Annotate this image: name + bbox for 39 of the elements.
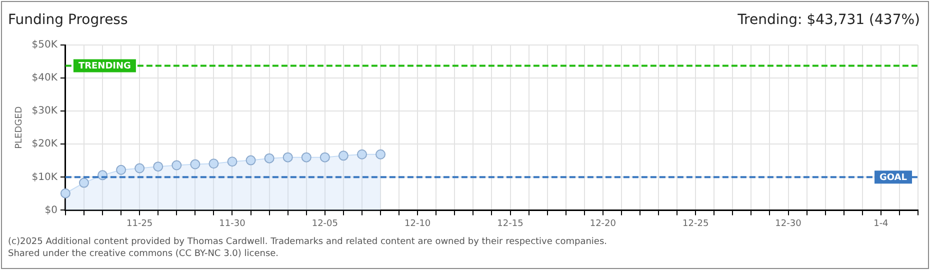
x-tick-label: 12-05	[312, 218, 338, 229]
x-tick-label: 11-30	[219, 218, 246, 229]
point	[376, 149, 386, 160]
y-tick-label: $50K	[32, 40, 58, 51]
x-tick-label: 11-25	[126, 218, 153, 229]
point	[190, 159, 200, 170]
y-tick-label: $20K	[32, 138, 58, 150]
point	[246, 155, 256, 166]
chart-title: Funding Progress	[8, 12, 128, 28]
point	[338, 150, 348, 161]
y-axis-title: PLEDGED	[14, 106, 25, 149]
x-tick-label: 12-25	[682, 218, 709, 229]
text: Shared under the creative commons (CC BY-NC 3.0) license.	[8, 248, 280, 260]
point	[208, 158, 219, 169]
ref-line-label: TRENDING	[78, 62, 131, 72]
y-tick-label: $0	[44, 204, 58, 216]
point	[116, 164, 126, 175]
point	[227, 156, 238, 167]
point	[264, 153, 274, 164]
x-tick-label: 12-15	[497, 218, 524, 229]
text: (c)2025 Additional content provided by Thomas Cardwell. Trademarks and related content are owned by their respective companies.	[8, 236, 608, 248]
point	[172, 160, 182, 170]
chart-subtitle: Trending: $43,731 (437%)	[738, 12, 920, 28]
ref-line-label: GOAL	[880, 173, 908, 184]
y-tick-label: $40K	[32, 72, 58, 84]
point	[134, 163, 145, 174]
x-tick-label: 12-10	[404, 218, 431, 229]
point	[60, 188, 70, 198]
x-tick-label: 1-4	[874, 218, 889, 229]
point	[301, 152, 312, 162]
x-tick-label: 12-30	[775, 218, 802, 229]
point	[78, 178, 89, 188]
y-tick-label: $30K	[32, 106, 58, 117]
point	[153, 162, 164, 172]
x-tick-label: 12-20	[590, 218, 616, 229]
point	[320, 152, 330, 162]
point	[282, 152, 293, 162]
point	[356, 149, 367, 160]
y-tick-label: $10K	[32, 172, 58, 183]
